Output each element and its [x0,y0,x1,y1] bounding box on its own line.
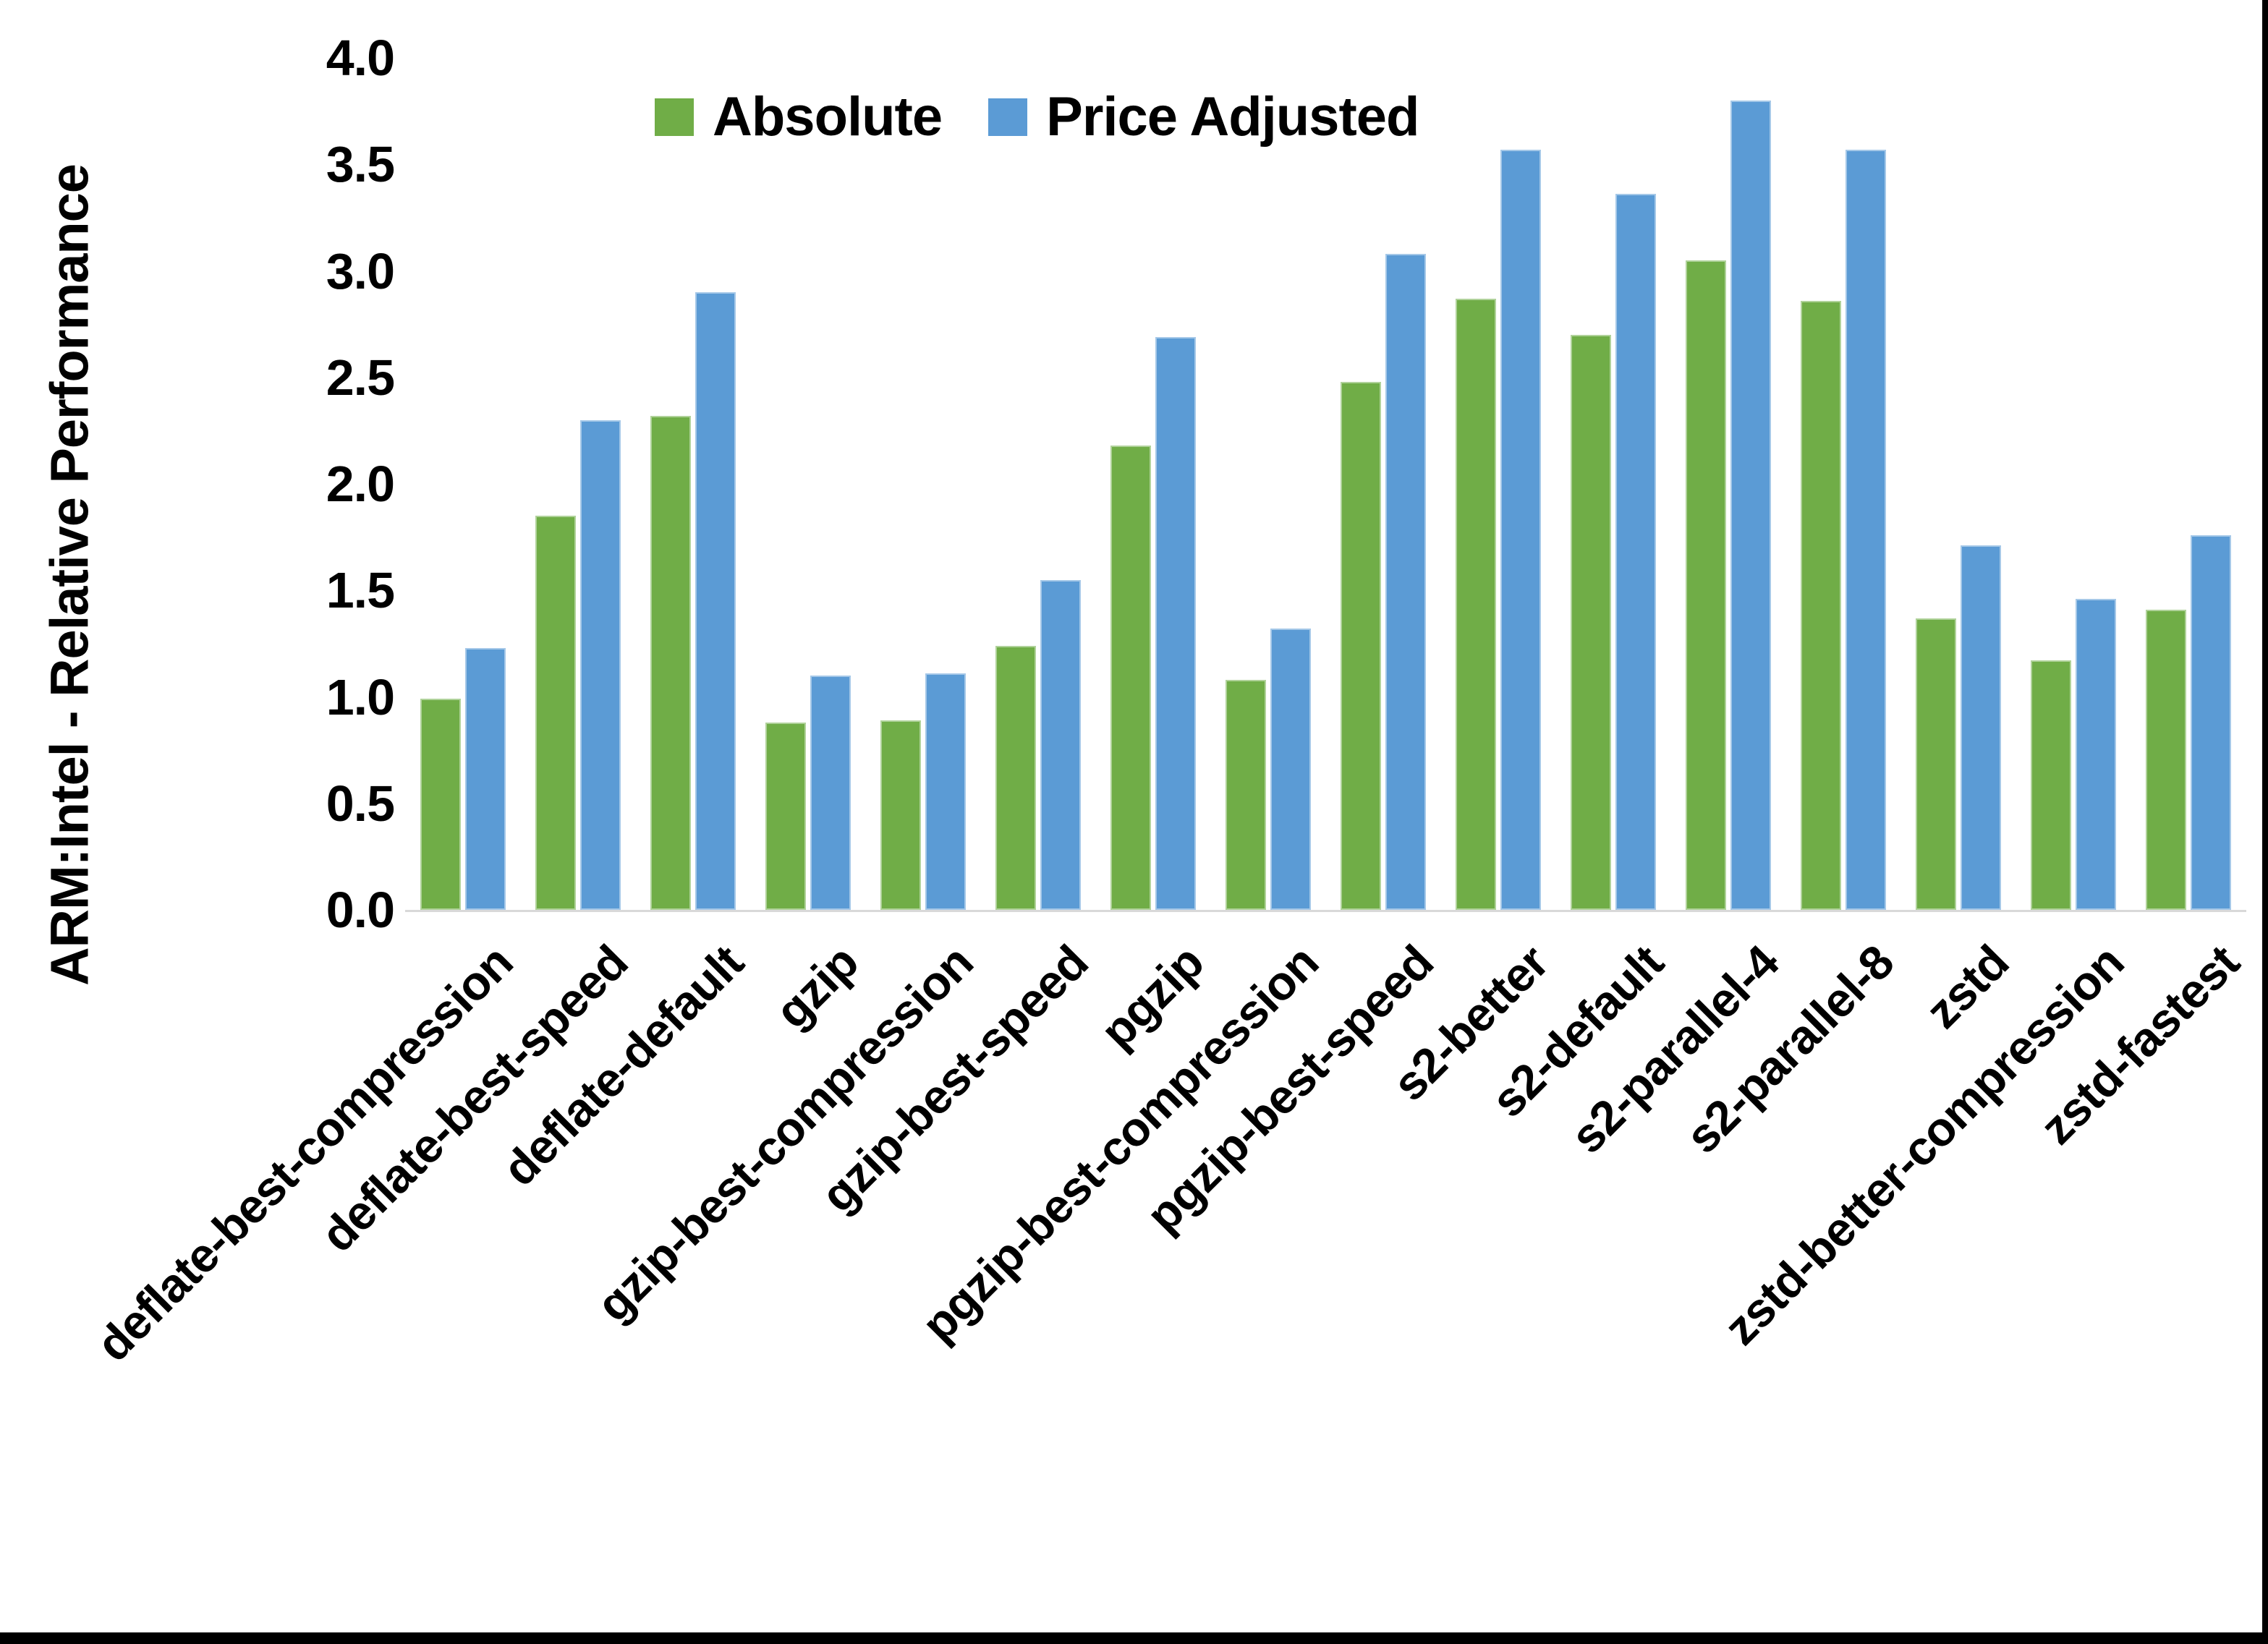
bar-group-pgzip-best-compression [1210,58,1325,910]
bar-group-s2-parallel-4 [1671,58,1786,910]
legend-swatch-price-adjusted-icon [988,98,1028,136]
x-label-zstd: zstd [1915,934,2019,1039]
bar-absolute-zstd-better-compression [2031,660,2072,910]
bar-absolute-gzip [765,722,806,910]
bar-price-adjusted-zstd [1961,545,2002,910]
bar-group-pgzip-best-speed [1326,58,1441,910]
bar-absolute-deflate-best-compression [420,699,461,910]
bar-price-adjusted-deflate-default [695,291,736,910]
bar-group-deflate-best-speed [520,58,635,910]
bar-absolute-gzip-best-speed [995,645,1036,910]
bar-group-gzip-best-speed [980,58,1095,910]
bar-absolute-pgzip [1110,446,1151,910]
y-axis-title: ARM:Intel - Relative Performance [39,164,100,986]
y-tick-0.5: 0.5 [326,775,395,832]
legend-label-absolute: Absolute [713,86,943,148]
bar-group-zstd-better-compression [2016,58,2131,910]
legend-item-absolute: Absolute [655,85,943,148]
bar-price-adjusted-pgzip-best-speed [1385,253,1427,910]
bar-group-pgzip [1095,58,1210,910]
bar-group-deflate-default [635,58,750,910]
y-tick-1.5: 1.5 [326,562,395,619]
y-tick-4.0: 4.0 [326,30,395,86]
bar-absolute-s2-parallel-4 [1686,260,1727,910]
y-tick-3.5: 3.5 [326,136,395,193]
legend-item-price-adjusted: Price Adjusted [988,85,1419,148]
bar-price-adjusted-gzip [810,676,851,910]
legend: Absolute Price Adjusted [655,85,1419,148]
bar-group-zstd [1901,58,2016,910]
bar-price-adjusted-zstd-fastest [2191,534,2232,910]
bar-group-zstd-fastest [2131,58,2246,910]
y-tick-1.0: 1.0 [326,668,395,725]
bar-absolute-zstd-fastest [2146,609,2187,910]
bar-price-adjusted-s2-default [1615,194,1657,910]
bar-price-adjusted-gzip-best-compression [925,673,966,910]
y-tick-2.0: 2.0 [326,456,395,512]
bar-group-s2-parallel-8 [1786,58,1901,910]
bar-price-adjusted-pgzip-best-compression [1270,629,1311,910]
x-axis-line [405,910,2246,912]
y-tick-0.0: 0.0 [326,882,395,938]
bar-absolute-s2-default [1571,334,1612,910]
bars-container [405,58,2246,910]
bar-price-adjusted-deflate-best-speed [579,419,621,910]
bar-group-s2-better [1441,58,1556,910]
y-tick-3.0: 3.0 [326,242,395,299]
bar-absolute-pgzip-best-speed [1341,381,1382,910]
bar-price-adjusted-s2-parallel-8 [1846,149,1887,910]
bar-absolute-deflate-default [650,415,691,910]
bar-price-adjusted-s2-better [1500,149,1542,910]
bar-absolute-pgzip-best-compression [1225,679,1266,910]
legend-swatch-absolute-icon [655,98,694,136]
bar-group-gzip-best-compression [865,58,980,910]
x-label-gzip: gzip [764,934,868,1039]
legend-label-price-adjusted: Price Adjusted [1046,86,1419,148]
bar-group-deflate-best-compression [405,58,520,910]
y-tick-2.5: 2.5 [326,349,395,406]
bar-price-adjusted-pgzip [1155,336,1196,910]
bar-absolute-zstd [1916,618,1957,910]
bar-group-gzip [750,58,865,910]
window-border-right [2262,0,2268,1644]
bar-group-s2-default [1556,58,1671,910]
bar-price-adjusted-zstd-better-compression [2076,599,2117,910]
plot-area [405,58,2246,912]
bar-price-adjusted-s2-parallel-4 [1730,100,1772,910]
bar-absolute-gzip-best-compression [880,720,921,910]
bar-absolute-s2-better [1456,298,1497,910]
bar-price-adjusted-deflate-best-compression [464,647,506,910]
bar-absolute-deflate-best-speed [535,516,576,910]
bar-price-adjusted-gzip-best-speed [1040,579,1081,910]
bar-absolute-s2-parallel-8 [1801,300,1842,910]
window-border-bottom [0,1632,2268,1644]
